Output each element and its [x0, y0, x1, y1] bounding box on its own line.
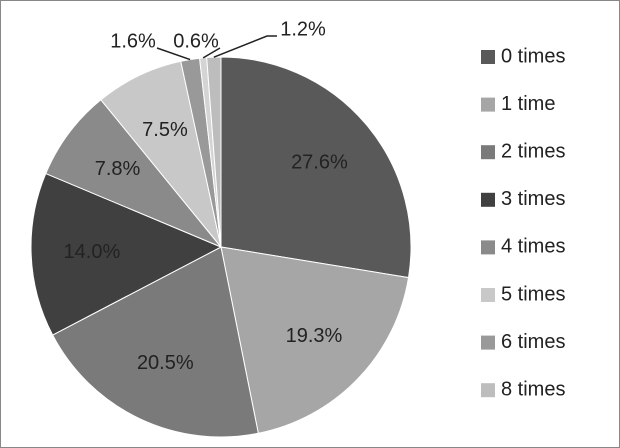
pie-slice [220, 246, 410, 434]
leader-line [202, 47, 221, 59]
slice-label: 27.6% [291, 152, 348, 174]
legend-label: 2 times [501, 140, 565, 162]
legend-swatch [481, 192, 495, 207]
slice-label: 7.5% [142, 119, 188, 141]
legend-label: 8 times [501, 378, 565, 400]
legend-label: 5 times [501, 283, 565, 305]
legend-label: 3 times [501, 188, 565, 210]
legend-label: 6 times [501, 331, 565, 353]
slice-label: 1.6% [110, 30, 156, 52]
legend-label: 0 times [501, 45, 565, 67]
pie-slice [45, 99, 222, 248]
slice-label: 20.5% [137, 352, 194, 374]
legend-label: 1 time [501, 93, 555, 115]
legend-swatch [481, 97, 495, 112]
legend-swatch [481, 335, 495, 350]
legend-swatch [481, 50, 495, 64]
legend-swatch [481, 288, 495, 302]
slice-label: 19.3% [286, 325, 343, 347]
pie-slice [220, 56, 412, 279]
slice-label: 7.8% [95, 158, 141, 180]
legend-swatch [481, 145, 495, 160]
legend-label: 4 times [501, 236, 565, 258]
pie-slice [30, 172, 223, 336]
legend-swatch [481, 383, 495, 398]
slice-label: 1.2% [280, 18, 326, 40]
leader-line [156, 47, 191, 61]
slice-label: 14.0% [64, 241, 121, 263]
legend-swatch [481, 240, 495, 255]
pie-slice [206, 56, 222, 248]
slice-label: 0.6% [173, 30, 219, 52]
leader-line [213, 35, 277, 58]
pie-slice [51, 246, 259, 438]
